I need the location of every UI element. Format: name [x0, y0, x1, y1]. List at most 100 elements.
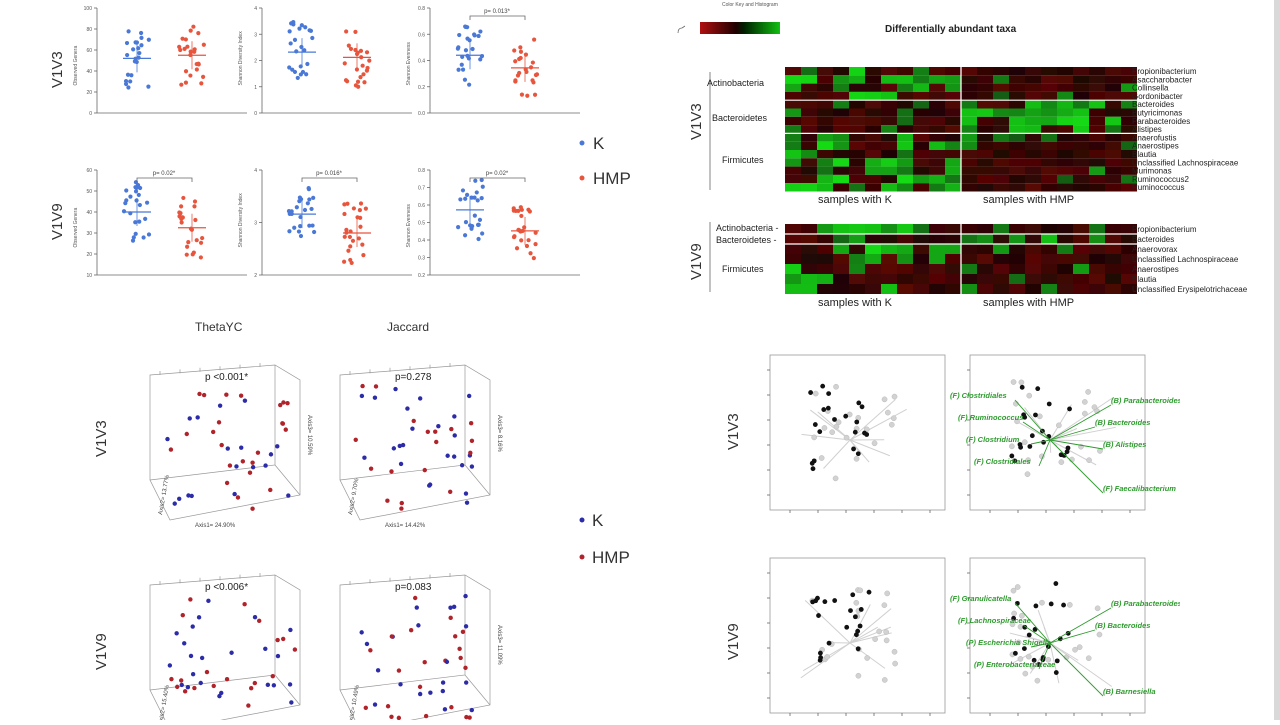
- biplot-point-hmp: [819, 455, 824, 460]
- heat-cell: [817, 67, 833, 75]
- heat-cell: [1073, 254, 1089, 264]
- pcoa-point: [464, 491, 468, 495]
- pcoa-point: [424, 714, 428, 718]
- alpha-sig-bracket: [137, 178, 192, 182]
- heat-cell: [1041, 234, 1057, 244]
- heat-cell: [977, 254, 993, 264]
- biplot-point-k: [810, 461, 815, 466]
- heat-cell: [1073, 183, 1089, 191]
- alpha-dot: [519, 50, 523, 54]
- pcoa-point: [263, 647, 267, 651]
- pcoa-point: [250, 507, 254, 511]
- alpha-dot: [342, 202, 346, 206]
- alpha-dot: [137, 220, 141, 224]
- pcoa-point: [453, 634, 457, 638]
- heat-cell: [1073, 117, 1089, 125]
- alpha-dot: [512, 48, 516, 52]
- pcoa-point: [185, 432, 189, 436]
- heat-cell: [801, 133, 817, 141]
- heat-cell: [945, 142, 961, 150]
- pcoa-point: [199, 681, 203, 685]
- biplot-point-hmp: [1027, 393, 1032, 398]
- heat-cell: [865, 100, 881, 108]
- pcoa-point: [197, 392, 201, 396]
- pcoa-point: [284, 427, 288, 431]
- pcoa-point: [464, 624, 468, 628]
- alpha-dot: [456, 225, 460, 229]
- heat-cell: [833, 274, 849, 284]
- alpha-tick-label: 0.2: [418, 85, 425, 91]
- heat-cell: [897, 75, 913, 83]
- pcoa-legend-hmp-label: HMP: [592, 548, 630, 567]
- alpha-dot: [519, 205, 523, 209]
- alpha-dot: [461, 68, 465, 72]
- biplot-point-hmp: [854, 456, 859, 461]
- heat-cell: [849, 67, 865, 75]
- pcoa-point: [418, 685, 422, 689]
- biplot-point-hmp: [882, 677, 887, 682]
- heat-cell: [977, 125, 993, 133]
- heat-cell: [1073, 167, 1089, 175]
- pcoa-pvalue: p=0.083: [395, 582, 432, 593]
- pcoa-point: [268, 488, 272, 492]
- alpha-dot: [297, 27, 301, 31]
- pcoa-point: [463, 666, 467, 670]
- heat-cell: [865, 117, 881, 125]
- heat-cell: [993, 175, 1009, 183]
- heat-cell: [817, 109, 833, 117]
- pcoa-box-inner: [340, 575, 490, 705]
- pcoa-point: [467, 715, 471, 719]
- heat-cell: [1009, 274, 1025, 284]
- heat-cell: [1041, 150, 1057, 158]
- heat-cell: [993, 67, 1009, 75]
- alpha-dot: [478, 29, 482, 33]
- biplot-point-hmp: [833, 384, 838, 389]
- heat-cell: [881, 234, 897, 244]
- heat-cell: [1057, 264, 1073, 274]
- heat-cell: [913, 175, 929, 183]
- alpha-dot: [456, 46, 460, 50]
- alpha-y-label: Shannon Evenness: [406, 204, 412, 248]
- alpha-dot: [192, 204, 196, 208]
- alpha-dot: [312, 230, 316, 234]
- heat-cell: [1073, 109, 1089, 117]
- heat-cell: [785, 125, 801, 133]
- heat-cell: [1009, 254, 1025, 264]
- heat-cell: [1057, 117, 1073, 125]
- heat-cell: [961, 117, 977, 125]
- alpha-tick-label: 50: [86, 189, 92, 195]
- heat-cell: [945, 75, 961, 83]
- heat-cell: [897, 150, 913, 158]
- alpha-dot: [201, 75, 205, 79]
- pcoa-point: [188, 597, 192, 601]
- heat-cell: [929, 224, 945, 234]
- heat-cell: [881, 142, 897, 150]
- heat-cell: [1089, 150, 1105, 158]
- heat-cell: [897, 175, 913, 183]
- biplot-point-hmp: [885, 410, 890, 415]
- alpha-dot: [301, 70, 305, 74]
- biplot-point-k: [1034, 604, 1039, 609]
- pcoa-point: [360, 384, 364, 388]
- heat-cell: [1073, 175, 1089, 183]
- biplot-point-hmp: [892, 649, 897, 654]
- heat-cell: [993, 142, 1009, 150]
- heat-cell: [945, 264, 961, 274]
- heat-cell: [977, 183, 993, 191]
- alpha-tick-label: 0.2: [418, 273, 425, 279]
- heat-cell: [881, 167, 897, 175]
- heat-cell: [993, 244, 1009, 254]
- biplot-point-k: [1055, 658, 1060, 663]
- heat-cell: [833, 224, 849, 234]
- biplot-point-k: [822, 599, 827, 604]
- alpha-dot: [528, 251, 532, 255]
- heat-cell: [801, 84, 817, 92]
- heat-cell: [1009, 158, 1025, 166]
- heatmap-v1v9-phylum-1: Bacteroidetes -: [716, 235, 777, 245]
- heat-cell: [945, 125, 961, 133]
- heat-cell: [1009, 167, 1025, 175]
- alpha-dot: [295, 205, 299, 209]
- pcoa-point: [467, 394, 471, 398]
- alpha-dot: [358, 216, 362, 220]
